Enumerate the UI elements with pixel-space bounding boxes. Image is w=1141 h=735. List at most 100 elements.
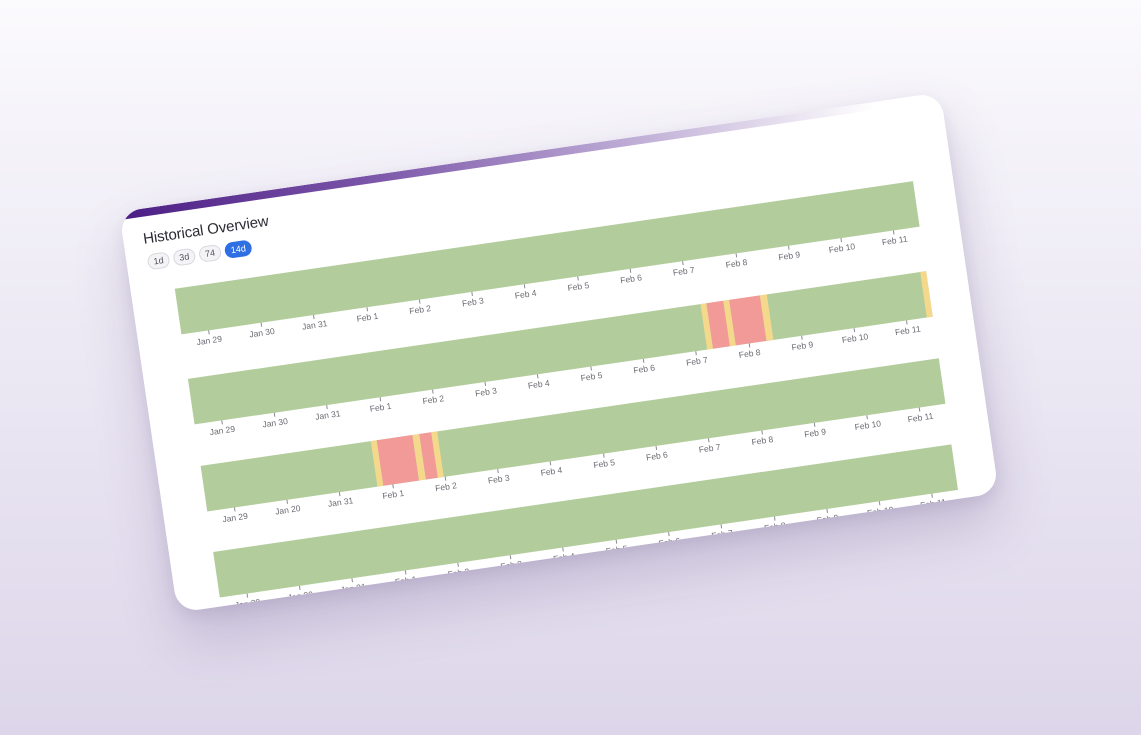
axis-tick-label: Feb 4 — [514, 287, 538, 301]
axis-tick-label: Feb 1 — [369, 400, 393, 414]
axis-tick-label: Feb 5 — [605, 543, 629, 557]
axis-tick — [602, 453, 605, 458]
axis-tick — [629, 268, 632, 273]
axis-tick-label: Jan 29 — [221, 510, 249, 525]
axis-tick — [786, 602, 788, 607]
axis-tick — [418, 299, 421, 304]
axis-tick-label: Feb 10 — [853, 418, 882, 433]
degraded-segment[interactable] — [463, 602, 476, 613]
axis-tick — [748, 343, 750, 348]
range-button-14d[interactable]: 14d — [223, 239, 253, 260]
axis-tick-label: Feb 6 — [619, 272, 643, 286]
axis-tick-label: Jan 31 — [327, 495, 354, 509]
axis-tick — [615, 539, 617, 544]
axis-tick-label: Jan 31 — [314, 408, 342, 422]
axis-tick — [891, 587, 894, 592]
axis-tick-label: Feb 4 — [552, 550, 576, 564]
axis-tick — [273, 412, 276, 417]
axis-tick — [471, 291, 473, 296]
axis-tick — [457, 562, 459, 567]
axis-tick — [576, 276, 579, 281]
axis-tick-label: Feb 2 — [421, 393, 445, 407]
axis-tick-label: Feb 7 — [710, 527, 734, 541]
axis-tick-label: Feb 6 — [645, 449, 669, 463]
outage-segment[interactable] — [402, 611, 416, 613]
axis-tick-label: Feb 11 — [932, 582, 960, 597]
axis-tick — [549, 461, 552, 466]
axis-tick — [590, 366, 592, 371]
axis-tick-label: Feb 8 — [763, 520, 787, 534]
degraded-segment[interactable] — [408, 610, 422, 613]
axis-tick-label: Feb 9 — [803, 426, 827, 440]
historical-overview-card: Historical Overview 1d 3d 74 14d Jan 29 J… — [119, 92, 999, 613]
axis-tick-label: Jan 30 — [261, 415, 289, 430]
axis-tick-label: Feb 10 — [841, 331, 869, 345]
axis-tick — [893, 230, 895, 235]
axis-tick-label: Feb 10 — [866, 504, 895, 519]
axis-tick-label: Feb 1 — [355, 310, 379, 324]
axis-tick — [339, 492, 341, 497]
axis-tick — [286, 499, 288, 504]
axis-tick-label: Feb 3 — [487, 472, 511, 486]
axis-tick-label: Feb 7 — [685, 354, 709, 368]
axis-tick — [537, 374, 539, 379]
axis-tick — [404, 570, 406, 575]
range-button-1d[interactable]: 1d — [146, 251, 171, 271]
axis-tick-label: Feb 9 — [790, 339, 814, 353]
axis-tick-label: Feb 7 — [698, 441, 722, 455]
axis-tick — [866, 415, 868, 420]
axis-tick — [708, 438, 710, 443]
axis-tick — [773, 516, 776, 521]
axis-tick — [220, 420, 223, 425]
range-button-7d[interactable]: 74 — [198, 243, 223, 263]
axis-tick — [391, 484, 394, 489]
axis-tick-label: Feb 3 — [474, 385, 498, 399]
axis-tick-label: Jan 29 — [209, 423, 236, 438]
axis-tick-label: Feb 4 — [539, 464, 563, 478]
outage-segment[interactable] — [449, 603, 470, 613]
axis-tick — [667, 532, 670, 537]
axis-tick — [826, 508, 828, 514]
axis-tick-label: Feb 4 — [527, 377, 551, 391]
axis-tick-label: Feb 7 — [672, 264, 696, 278]
axis-tick-label: Jan 29 — [195, 333, 223, 348]
axis-tick — [733, 610, 735, 613]
axis-tick-label: Feb 2 — [447, 566, 471, 580]
axis-tick — [840, 238, 843, 243]
axis-tick — [944, 579, 946, 584]
axis-tick — [655, 445, 658, 451]
axis-tick-label: Feb 8 — [738, 346, 762, 361]
axis-tick — [682, 261, 684, 266]
axis-tick — [720, 524, 723, 529]
axis-tick — [233, 507, 236, 512]
axis-tick — [326, 404, 328, 410]
axis-tick-label: Feb 2 — [408, 303, 432, 317]
axis-tick — [735, 253, 737, 258]
axis-tick — [919, 407, 921, 412]
axis-tick-label: Feb 11 — [919, 496, 947, 511]
axis-tick — [695, 351, 698, 356]
axis-tick-label: Jan 20 — [274, 503, 302, 517]
axis-tick-label: Feb 9 — [816, 512, 840, 526]
axis-tick-label: Feb 10 — [828, 241, 856, 255]
axis-tick — [351, 578, 354, 583]
axis-tick — [298, 585, 301, 590]
axis-tick — [813, 422, 816, 427]
axis-tick-label: Feb 8 — [750, 434, 774, 448]
axis-tick-label: Jan 30 — [248, 325, 276, 340]
axis-tick-label: Feb 8 — [725, 256, 748, 270]
axis-tick — [365, 307, 368, 312]
axis-tick-label: Jan 31 — [301, 318, 329, 332]
degraded-segment[interactable] — [919, 271, 933, 318]
axis-tick — [760, 430, 763, 435]
axis-tick-label: Feb 11 — [881, 233, 909, 248]
range-button-3d[interactable]: 3d — [172, 247, 197, 267]
axis-tick-label: Feb 1 — [394, 573, 418, 588]
axis-tick-label: Feb 3 — [499, 558, 523, 572]
axis-tick-label: Feb 5 — [579, 370, 603, 384]
axis-tick-label: Jan 29 — [234, 596, 261, 611]
axis-tick-label: Jan 20 — [286, 589, 314, 603]
axis-tick-label: Feb 6 — [632, 362, 656, 376]
axis-tick — [800, 335, 803, 340]
axis-tick — [207, 330, 210, 335]
